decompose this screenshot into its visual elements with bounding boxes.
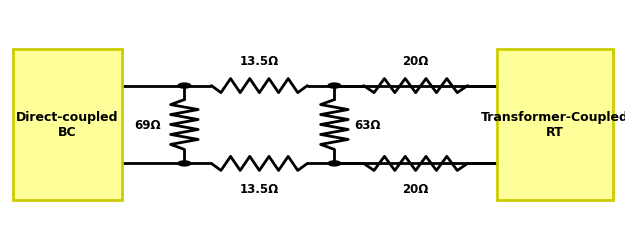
Text: 13.5Ω: 13.5Ω: [240, 55, 279, 68]
Text: 69Ω: 69Ω: [134, 118, 161, 132]
Circle shape: [178, 84, 191, 89]
Text: 63Ω: 63Ω: [354, 118, 381, 132]
Circle shape: [328, 161, 341, 166]
FancyBboxPatch shape: [497, 50, 612, 200]
Text: Direct-coupled
BC: Direct-coupled BC: [16, 111, 119, 139]
Text: 13.5Ω: 13.5Ω: [240, 182, 279, 195]
Circle shape: [328, 84, 341, 89]
Text: 20Ω: 20Ω: [402, 55, 429, 68]
FancyBboxPatch shape: [12, 50, 122, 200]
Text: Transformer-Coupled
RT: Transformer-Coupled RT: [481, 111, 625, 139]
Circle shape: [178, 161, 191, 166]
Text: 20Ω: 20Ω: [402, 182, 429, 195]
